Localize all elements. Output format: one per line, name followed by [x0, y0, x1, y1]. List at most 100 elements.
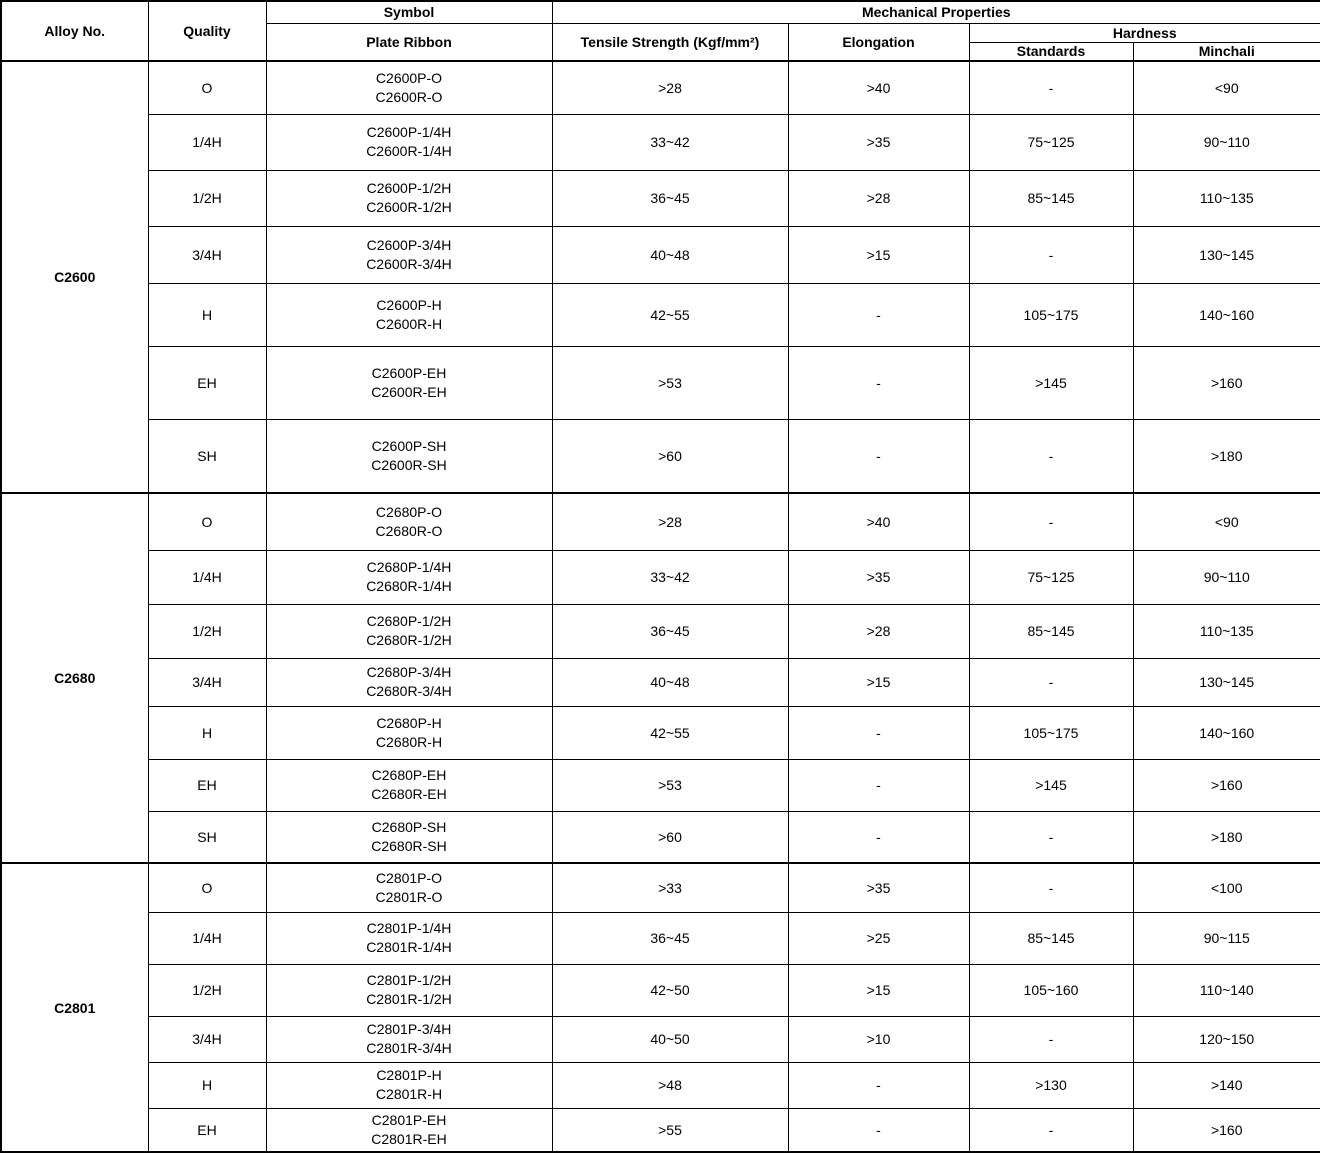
symbol-cell: C2680P-3/4H C2680R-3/4H: [265, 657, 553, 707]
elongation-cell: >10: [787, 1015, 970, 1063]
minchali-cell: <90: [1132, 492, 1320, 551]
alloy-cell: C2680: [0, 492, 149, 864]
symbol-line: C2801P-H: [376, 1067, 442, 1083]
minchali-cell: 140~160: [1132, 705, 1320, 760]
header-row-3: Standards Minchali: [1, 41, 1320, 62]
symbol-line: C2680P-1/2H: [366, 613, 452, 629]
standards-cell: >145: [968, 758, 1134, 812]
table-row: C2680 O C2680P-O C2680R-O >28 >40 - <90: [0, 492, 1320, 864]
elongation-cell: -: [787, 1061, 970, 1109]
standards-cell: 85~145: [968, 911, 1134, 965]
tensile-cell: >48: [551, 1061, 789, 1109]
tensile-cell: >28: [551, 492, 789, 551]
standards-cell: -: [968, 862, 1134, 913]
header-plate-ribbon: Plate Ribbon: [265, 22, 553, 62]
symbol-cell: C2600P-3/4H C2600R-3/4H: [265, 225, 553, 284]
symbol-cell: C2680P-SH C2680R-SH: [265, 810, 553, 864]
symbol-cell: C2600P-EH C2600R-EH: [265, 345, 553, 420]
symbol-line: C2680P-EH: [371, 767, 447, 783]
quality-cell: 1/2H: [147, 963, 267, 1017]
symbol-line: C2680R-SH: [371, 837, 447, 854]
symbol-cell: C2680P-H C2680R-H: [265, 705, 553, 760]
table-row: SH C2680P-SH C2680R-SH >60 - - >180: [1, 810, 1320, 864]
elongation-cell: >25: [787, 911, 970, 965]
symbol-line: C2600P-1/2H: [366, 180, 452, 196]
standards-cell: -: [968, 657, 1134, 707]
symbol-line: C2600P-1/4H: [366, 124, 452, 140]
minchali-cell: >160: [1132, 1107, 1320, 1153]
header-quality: Quality: [147, 0, 267, 62]
symbol-cell: C2680P-EH C2680R-EH: [265, 758, 553, 812]
header-symbol: Symbol: [265, 0, 553, 24]
standards-cell: >130: [968, 1061, 1134, 1109]
header-standards: Standards: [968, 41, 1134, 62]
table-row: H C2600P-H C2600R-H 42~55 - 105~175 140~…: [1, 282, 1320, 347]
tensile-cell: >33: [551, 862, 789, 913]
quality-cell: 1/4H: [147, 911, 267, 965]
symbol-line: C2600P-SH: [371, 437, 447, 454]
minchali-cell: 120~150: [1132, 1015, 1320, 1063]
standards-cell: 85~145: [968, 169, 1134, 227]
header-minchali: Minchali: [1132, 41, 1320, 62]
symbol-cell: C2680P-O C2680R-O: [265, 492, 553, 551]
quality-cell: O: [147, 862, 267, 913]
tensile-cell: 40~48: [551, 657, 789, 707]
quality-cell: 3/4H: [147, 1015, 267, 1063]
symbol-line: C2680P-3/4H: [366, 664, 452, 680]
symbol-line: C2801R-1/4H: [366, 939, 452, 955]
table-row: 1/2H C2801P-1/2H C2801R-1/2H 42~50 >15 1…: [1, 963, 1320, 1017]
standards-cell: -: [968, 492, 1134, 551]
standards-cell: -: [968, 60, 1134, 115]
table-row: 3/4H C2680P-3/4H C2680R-3/4H 40~48 >15 -…: [1, 657, 1320, 707]
tensile-cell: 33~42: [551, 113, 789, 171]
tensile-cell: 40~48: [551, 225, 789, 284]
standards-cell: 105~175: [968, 282, 1134, 347]
symbol-line: C2801P-1/4H: [366, 920, 452, 936]
symbol-line: C2801P-1/2H: [366, 972, 452, 988]
elongation-cell: >35: [787, 113, 970, 171]
table-row: EH C2680P-EH C2680R-EH >53 - >145 >160: [1, 758, 1320, 812]
alloy-cell: C2600: [0, 60, 149, 494]
tensile-cell: >53: [551, 758, 789, 812]
standards-cell: -: [968, 1107, 1134, 1153]
elongation-cell: >40: [787, 60, 970, 115]
standards-cell: 105~160: [968, 963, 1134, 1017]
tensile-cell: 40~50: [551, 1015, 789, 1063]
symbol-cell: C2600P-H C2600R-H: [265, 282, 553, 347]
symbol-line: C2600R-O: [375, 88, 443, 105]
minchali-cell: >180: [1132, 418, 1320, 494]
symbol-cell: C2600P-1/4H C2600R-1/4H: [265, 113, 553, 171]
quality-cell: H: [147, 705, 267, 760]
symbol-line: C2680R-3/4H: [366, 683, 452, 699]
standards-cell: -: [968, 225, 1134, 284]
standards-cell: 75~125: [968, 549, 1134, 605]
table-row: 1/4H C2600P-1/4H C2600R-1/4H 33~42 >35 7…: [1, 113, 1320, 171]
header-row-1: Alloy No. Quality Symbol Mechanical Prop…: [0, 0, 1320, 62]
quality-cell: H: [147, 282, 267, 347]
alloy-cell: C2801: [0, 862, 149, 1153]
quality-cell: 1/4H: [147, 549, 267, 605]
standards-cell: -: [968, 418, 1134, 494]
symbol-line: C2680P-SH: [371, 818, 447, 835]
elongation-cell: >28: [787, 603, 970, 659]
tensile-cell: >55: [551, 1107, 789, 1153]
symbol-line: C2801R-EH: [371, 1130, 447, 1147]
quality-cell: 1/2H: [147, 603, 267, 659]
symbol-line: C2680R-H: [375, 733, 443, 750]
tensile-cell: 33~42: [551, 549, 789, 605]
table-row: 3/4H C2600P-3/4H C2600R-3/4H 40~48 >15 -…: [1, 225, 1320, 284]
quality-cell: 3/4H: [147, 657, 267, 707]
elongation-cell: -: [787, 1107, 970, 1153]
tensile-cell: >28: [551, 60, 789, 115]
tensile-cell: 42~55: [551, 705, 789, 760]
symbol-line: C2680P-O: [375, 503, 443, 520]
header-elongation: Elongation: [787, 22, 970, 62]
table-row: 1/2H C2680P-1/2H C2680R-1/2H 36~45 >28 8…: [1, 603, 1320, 659]
symbol-line: C2680R-1/2H: [366, 632, 452, 648]
elongation-cell: >35: [787, 549, 970, 605]
symbol-line: C2600R-SH: [371, 456, 447, 473]
quality-cell: 1/2H: [147, 169, 267, 227]
tensile-cell: 42~50: [551, 963, 789, 1017]
symbol-line: C2600R-1/2H: [366, 199, 452, 215]
table-row: 1/2H C2600P-1/2H C2600R-1/2H 36~45 >28 8…: [1, 169, 1320, 227]
